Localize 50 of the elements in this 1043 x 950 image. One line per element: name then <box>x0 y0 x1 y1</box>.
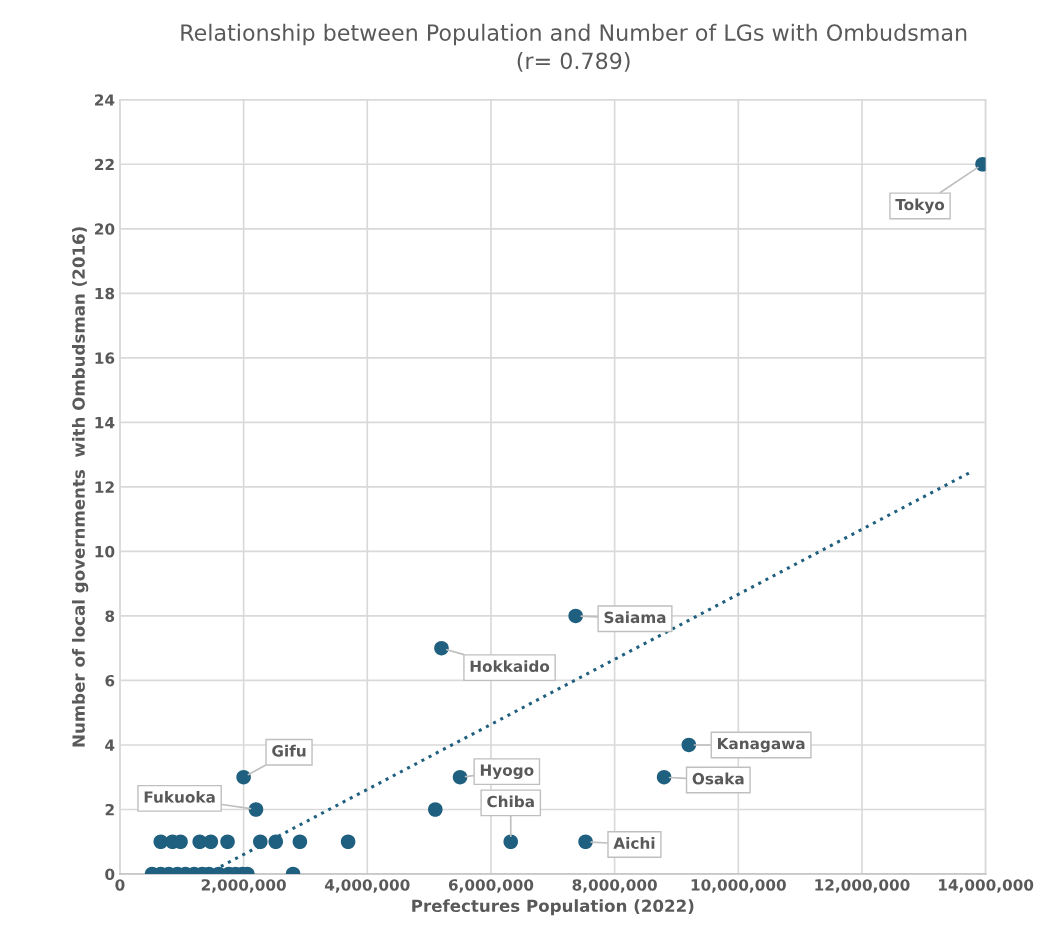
annotation: Aichi <box>613 837 655 849</box>
x-tick-label: 12,000,000 <box>815 879 910 893</box>
x-tick-label: 6,000,000 <box>448 879 534 893</box>
x-tick-label: 0 <box>115 879 125 891</box>
point <box>428 802 443 817</box>
annotation: Kanagawa <box>718 737 805 753</box>
y-tick-label: 24 <box>95 94 115 106</box>
point <box>503 834 519 850</box>
point <box>656 769 672 785</box>
x-tick-label: 2,000,000 <box>201 879 286 893</box>
y-tick-label: 2 <box>105 803 114 816</box>
y-tick-label: 4 <box>105 739 115 751</box>
annotation: Saiama <box>604 611 666 624</box>
annotation: Hokkaido <box>470 660 550 673</box>
x-tick-label: 14,000,000 <box>939 879 1034 893</box>
point <box>578 834 593 850</box>
y-tick-label: 12 <box>95 481 114 493</box>
point <box>203 834 219 850</box>
point <box>248 802 264 817</box>
point <box>340 834 356 850</box>
annotation: Chiba <box>487 795 534 808</box>
point <box>236 769 251 785</box>
x-tick-label: 4,000,000 <box>324 879 410 893</box>
point <box>452 769 468 785</box>
point <box>220 834 235 850</box>
y-tick-label: 0 <box>105 868 115 881</box>
y-tick-label: 22 <box>95 158 114 171</box>
y-tick-label: 6 <box>105 674 115 687</box>
point <box>268 834 284 850</box>
y-tick-label: 18 <box>95 287 115 300</box>
annotation: Hyogo <box>480 764 534 780</box>
point <box>253 834 268 850</box>
y-tick-label: 14 <box>95 417 115 429</box>
chart-title: Relationship between Population and Number of LGs with Ombudsman (r= 0.789) <box>181 23 967 72</box>
annotation: Tokyo <box>895 198 945 214</box>
x-axis-title: Prefectures Population (2022) <box>412 899 694 916</box>
point <box>681 737 697 753</box>
x-tick-label: 10,000,000 <box>691 879 786 893</box>
y-tick-label: 8 <box>105 610 115 622</box>
y-axis-title: Number of local governments with Ombudsman (2016) <box>72 227 89 747</box>
y-tick-label: 20 <box>95 223 115 235</box>
annotation: Osaka <box>692 772 744 785</box>
y-tick-label: 16 <box>95 352 115 364</box>
y-tick-label: 10 <box>95 545 115 558</box>
point <box>292 834 308 850</box>
annotation: Gifu <box>272 744 306 757</box>
point <box>568 608 583 624</box>
point <box>434 640 449 656</box>
x-tick-label: 8,000,000 <box>572 879 657 893</box>
annotation: Fukuoka <box>144 790 215 803</box>
